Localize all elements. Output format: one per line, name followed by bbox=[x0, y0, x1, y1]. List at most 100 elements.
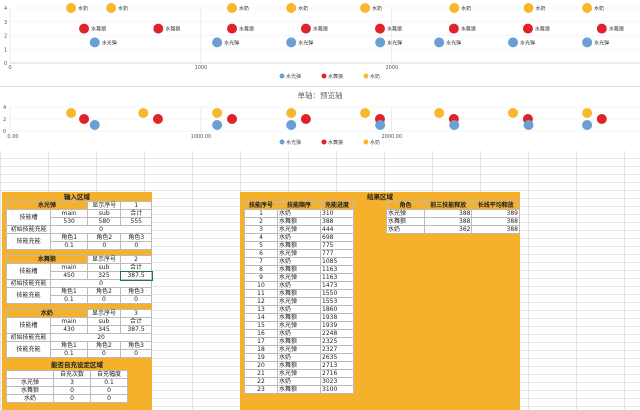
cell: 388 bbox=[471, 225, 520, 234]
cell: 389 bbox=[471, 209, 520, 218]
col-header: 合计 bbox=[120, 317, 152, 326]
cell: 水光弹 bbox=[386, 209, 425, 218]
x-tick-label: 0 bbox=[8, 65, 11, 71]
sub-value[interactable]: 580 bbox=[87, 217, 122, 226]
cell: 14 bbox=[244, 313, 278, 322]
role-header: 角色3 bbox=[120, 233, 152, 242]
charge-value[interactable]: 0 bbox=[86, 349, 122, 358]
cell: 水光弹 bbox=[277, 225, 321, 234]
input-panel-title: 输入区域 bbox=[64, 193, 90, 201]
col-header: 长线平均释放 bbox=[471, 201, 520, 210]
cell: 21 bbox=[244, 369, 278, 378]
col-header: 技能顺序 bbox=[277, 201, 321, 210]
point-水奶 bbox=[212, 108, 223, 118]
point-水奶 bbox=[286, 108, 297, 118]
charge-value[interactable]: 0 bbox=[120, 295, 152, 304]
cell: 6 bbox=[244, 249, 278, 258]
point-水奶 bbox=[582, 108, 593, 118]
seq-value[interactable]: 2 bbox=[120, 255, 152, 264]
legend-label: 水光弹 bbox=[286, 73, 301, 80]
total-value: 555 bbox=[120, 217, 152, 226]
point-label: 水奶 bbox=[594, 5, 604, 12]
point-label: 水奶 bbox=[372, 5, 382, 12]
col-header: sub bbox=[86, 317, 122, 326]
charge-label: 技能充能 bbox=[5, 341, 52, 358]
main-value[interactable]: 530 bbox=[50, 217, 89, 226]
charge-value[interactable]: 0 bbox=[87, 241, 122, 250]
legend-marker bbox=[321, 139, 327, 145]
cell: 388 bbox=[423, 217, 473, 226]
auto-count[interactable]: 0 bbox=[53, 386, 91, 395]
point-水舞狼 bbox=[153, 23, 164, 34]
point-水奶 bbox=[138, 108, 149, 118]
cell: 水舞狼 bbox=[277, 265, 321, 274]
point-水光弹 bbox=[212, 37, 223, 48]
cell: 1939 bbox=[320, 321, 354, 330]
charge-value[interactable]: 0.1 bbox=[50, 241, 89, 250]
cell: 310 bbox=[320, 209, 354, 218]
point-水舞狼 bbox=[596, 114, 607, 124]
point-水舞狼 bbox=[522, 23, 533, 34]
point-水舞狼 bbox=[300, 23, 311, 34]
scatter-chart-top[interactable]: 4 3 2 1 0 0 1000 2000 水奶 水奶 水奶 水奶 水奶 水奶 水奶 水奶 水舞狼 水舞狼 水舞狼水… bbox=[0, 0, 640, 85]
point-水舞狼 bbox=[374, 23, 385, 34]
cell: 水奶 bbox=[386, 225, 425, 234]
point-label: 水光弹 bbox=[520, 39, 535, 46]
auto-count[interactable]: 3 bbox=[53, 378, 91, 387]
table-row: 4 水奶 698 bbox=[244, 233, 354, 242]
col-header: main bbox=[50, 317, 88, 326]
charge-value[interactable]: 0.1 bbox=[50, 349, 88, 358]
col-header: 合计 bbox=[120, 209, 152, 218]
init-value[interactable]: 0 bbox=[50, 225, 152, 234]
sub-value[interactable]: 325 bbox=[86, 271, 122, 280]
cell: 9 bbox=[244, 273, 278, 282]
seq-value[interactable]: 3 bbox=[120, 309, 152, 318]
point-水光弹 bbox=[286, 37, 297, 48]
col-header: main bbox=[50, 263, 88, 272]
charge-value[interactable]: 0 bbox=[86, 295, 122, 304]
cell: 18 bbox=[244, 345, 278, 354]
point-水舞狼 bbox=[448, 23, 459, 34]
auto-amount[interactable]: 0.1 bbox=[90, 378, 128, 387]
role-header: 角色3 bbox=[120, 341, 152, 350]
cell: 水舞狼 bbox=[277, 361, 321, 370]
legend-label: 水奶 bbox=[370, 139, 380, 146]
auto-amount[interactable]: 0 bbox=[90, 394, 128, 403]
charge-value[interactable]: 0 bbox=[120, 241, 152, 250]
skill-label: 技能槽 bbox=[5, 263, 52, 280]
table-row: 9 水光弹 1163 bbox=[244, 273, 354, 282]
cell: 水光弹 bbox=[277, 249, 321, 258]
init-value[interactable]: 20 bbox=[50, 333, 152, 342]
charge-value[interactable]: 0 bbox=[120, 349, 152, 358]
seq-label: 显示序号 bbox=[87, 201, 122, 210]
main-value[interactable]: 450 bbox=[50, 271, 88, 280]
sub-value[interactable]: 345 bbox=[86, 325, 122, 334]
table-row: 13 水奶 1860 bbox=[244, 305, 354, 314]
x-tick-label: 2000 bbox=[385, 65, 398, 71]
table-row: 10 水奶 1473 bbox=[244, 281, 354, 290]
table-row: 19 水奶 2635 bbox=[244, 353, 354, 362]
skill-label: 技能槽 bbox=[5, 317, 52, 334]
point-label: 水奶 bbox=[78, 5, 88, 12]
cell: 1163 bbox=[320, 265, 354, 274]
table-row: 水光弹 388 389 bbox=[386, 209, 520, 218]
auto-count[interactable]: 0 bbox=[53, 394, 91, 403]
auto-amount[interactable]: 0 bbox=[90, 386, 128, 395]
cell: 23 bbox=[244, 385, 278, 394]
y-tick-label: 4 bbox=[3, 105, 6, 111]
seq-value[interactable]: 1 bbox=[120, 201, 152, 210]
scatter-chart-preview[interactable]: 单轴：预览轴 4 2 0 0.00 1000.00 2000.00 水光弹 水舞狼 水奶 bbox=[0, 86, 640, 151]
point-label: 水舞狼 bbox=[387, 26, 402, 33]
legend-label: 水舞狼 bbox=[328, 139, 343, 146]
cell: 13 bbox=[244, 305, 278, 314]
cell: 2325 bbox=[320, 337, 354, 346]
init-value[interactable]: 0 bbox=[50, 279, 152, 288]
point-label: 水奶 bbox=[239, 5, 249, 12]
cell: 水光弹 bbox=[277, 273, 321, 282]
point-水奶 bbox=[286, 3, 297, 13]
main-value[interactable]: 430 bbox=[50, 325, 88, 334]
point-水光弹 bbox=[375, 120, 386, 130]
point-水光弹 bbox=[508, 37, 519, 48]
cell: 7 bbox=[244, 257, 278, 266]
charge-value[interactable]: 0.1 bbox=[50, 295, 88, 304]
